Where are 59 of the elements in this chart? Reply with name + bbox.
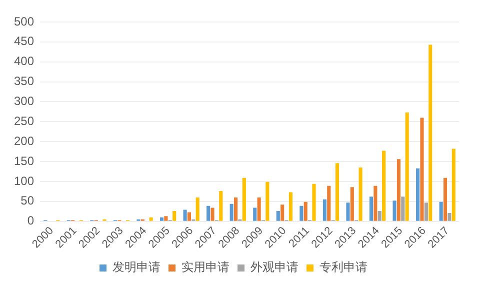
bar bbox=[452, 148, 456, 221]
y-tick-label: 100 bbox=[14, 174, 34, 188]
bar bbox=[242, 178, 246, 221]
bar bbox=[253, 208, 257, 221]
bar bbox=[439, 202, 443, 221]
legend-label: 外观申请 bbox=[250, 260, 298, 274]
bar bbox=[210, 208, 214, 221]
bar bbox=[405, 112, 409, 221]
bar bbox=[149, 217, 153, 221]
bar bbox=[392, 200, 396, 221]
bar bbox=[288, 192, 292, 221]
bar bbox=[234, 197, 238, 221]
bar bbox=[304, 202, 308, 221]
bar bbox=[322, 199, 326, 221]
bar bbox=[312, 184, 316, 221]
y-tick-label: 450 bbox=[14, 34, 34, 48]
bar bbox=[346, 202, 350, 221]
y-tick-label: 0 bbox=[27, 214, 34, 228]
bar bbox=[206, 206, 210, 221]
bar bbox=[196, 197, 200, 221]
y-tick-label: 50 bbox=[20, 194, 34, 208]
y-tick-label: 300 bbox=[14, 94, 34, 108]
bar bbox=[369, 196, 374, 221]
bar bbox=[401, 196, 405, 221]
bar bbox=[350, 187, 354, 221]
legend-label: 发明申请 bbox=[112, 260, 160, 274]
y-tick-label: 400 bbox=[14, 54, 34, 68]
bar bbox=[280, 204, 284, 221]
bar bbox=[219, 191, 223, 221]
bar bbox=[230, 204, 234, 221]
bar bbox=[396, 159, 400, 221]
bar bbox=[300, 206, 304, 221]
bar bbox=[276, 210, 280, 221]
bar bbox=[335, 163, 340, 221]
bar bbox=[416, 168, 420, 221]
y-tick-label: 250 bbox=[14, 114, 34, 128]
bar bbox=[164, 216, 168, 221]
y-tick-label: 350 bbox=[14, 74, 34, 88]
bar bbox=[327, 186, 331, 221]
bar bbox=[187, 212, 192, 221]
y-tick-label: 200 bbox=[14, 134, 34, 148]
bar bbox=[382, 150, 386, 221]
bar bbox=[443, 178, 448, 221]
legend-label: 实用申请 bbox=[182, 260, 230, 274]
bar bbox=[378, 210, 382, 221]
legend-label: 专利申请 bbox=[320, 260, 368, 274]
y-tick-label: 500 bbox=[14, 14, 34, 28]
bar bbox=[183, 210, 187, 221]
bar bbox=[160, 217, 164, 221]
y-tick-label: 150 bbox=[14, 154, 34, 168]
bar bbox=[448, 212, 452, 221]
bar bbox=[257, 197, 261, 221]
bar bbox=[172, 210, 176, 221]
bar bbox=[424, 202, 428, 221]
bar bbox=[428, 44, 432, 221]
bar bbox=[266, 182, 270, 221]
bar bbox=[374, 186, 378, 221]
bar bbox=[358, 168, 362, 221]
bar bbox=[420, 118, 424, 221]
